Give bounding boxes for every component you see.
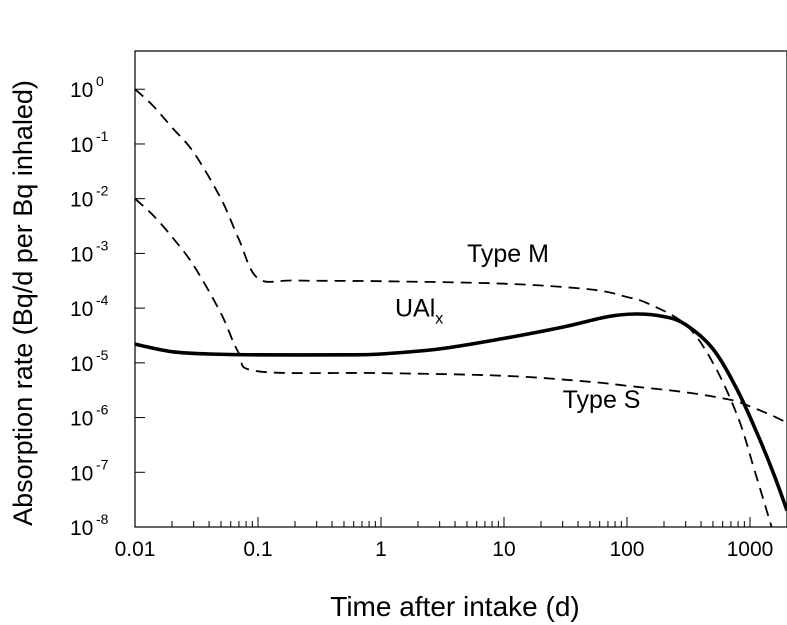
y-tick-base: 10 [70, 189, 93, 212]
y-tick-exponent: -3 [96, 237, 109, 253]
x-tick-label: 0.1 [243, 538, 272, 561]
series-label-subscript: x [435, 311, 443, 328]
y-tick-exponent: -5 [96, 347, 109, 363]
y-tick-label: 10 -2 [70, 183, 109, 212]
y-tick-base: 10 [70, 243, 93, 266]
x-tick-label: 100 [609, 538, 644, 561]
y-tick-base: 10 [70, 517, 93, 540]
x-tick-label: 10 [492, 538, 515, 561]
series-lines [134, 88, 787, 528]
y-tick-exponent: -7 [96, 456, 109, 472]
y-tick-base: 10 [70, 462, 93, 485]
plot-frame [134, 50, 787, 528]
series-label: Type M [467, 240, 549, 268]
y-tick-exponent: -1 [96, 128, 109, 144]
y-tick-label: 10 -3 [70, 237, 109, 266]
y-tick-base: 10 [70, 298, 93, 321]
y-tick-exponent: -4 [96, 292, 109, 308]
series-line-ual [134, 312, 787, 512]
x-axis-label: Time after intake (d) [330, 591, 579, 622]
series-labels: Type M Type S UAlx [395, 240, 640, 414]
series-line-type-m [134, 88, 773, 528]
y-tick-label: 10 0 [70, 73, 104, 102]
y-tick-base: 10 [70, 353, 93, 376]
x-tick-label: 0.01 [115, 538, 156, 561]
y-axis-label: Absorption rate (Bq/d per Bq inhaled) [8, 80, 38, 526]
y-tick-label: 10 -5 [70, 347, 109, 376]
y-tick-base: 10 [70, 79, 93, 102]
y-tick-exponent: -6 [96, 402, 109, 418]
y-tick-label: 10 -4 [70, 292, 109, 321]
y-tick-label: 10 -6 [70, 402, 109, 431]
axis-ticks [134, 88, 787, 528]
y-tick-exponent: -2 [96, 183, 109, 199]
y-tick-label: 10 -8 [70, 511, 109, 540]
y-tick-exponent: 0 [96, 73, 104, 89]
y-tick-exponent: -8 [96, 511, 109, 527]
series-label: Type S [563, 386, 641, 414]
y-tick-label: 10 -7 [70, 456, 109, 485]
series-line-type-s [134, 198, 787, 424]
x-tick-label: 1 [375, 538, 387, 561]
x-tick-label: 1000 [727, 538, 774, 561]
series-label: UAlx [395, 295, 443, 328]
x-tick-labels: 0.01 0.1 1 10 100 1000 [115, 538, 774, 561]
y-tick-label: 10 -1 [70, 128, 109, 157]
y-tick-base: 10 [70, 134, 93, 157]
y-tick-base: 10 [70, 408, 93, 431]
